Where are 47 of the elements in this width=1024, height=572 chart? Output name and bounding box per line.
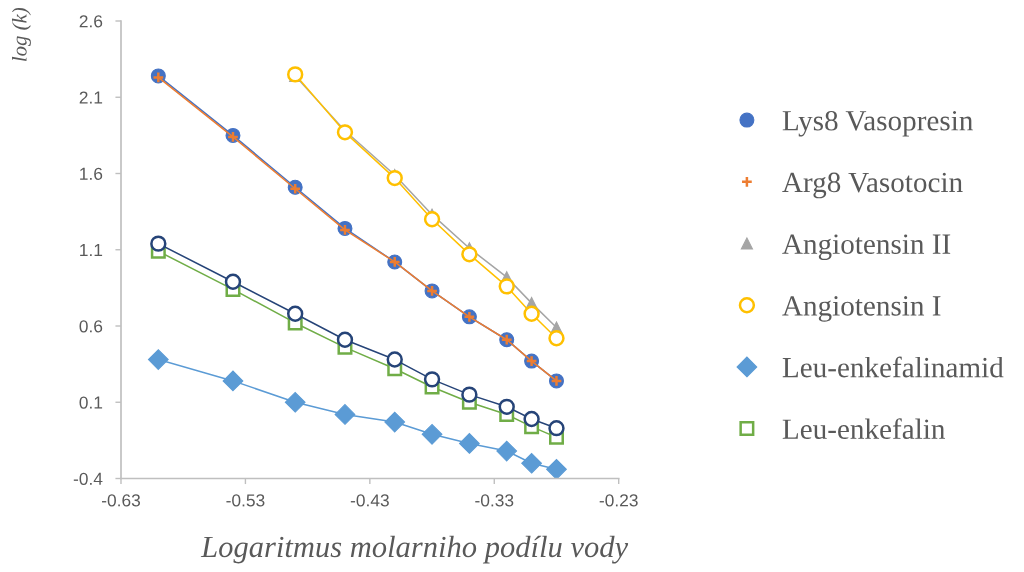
point	[336, 124, 354, 141]
point	[523, 305, 540, 322]
legend-label: Leu-enkefalin	[782, 418, 946, 440]
point	[147, 349, 169, 370]
x-tick-label: -0.43	[350, 494, 389, 507]
point	[461, 386, 478, 403]
legend-label: Arg8 Vasotocin	[782, 172, 963, 199]
point	[150, 235, 167, 252]
y-tick-label: 2.6	[79, 15, 103, 28]
legend-label: Leu-enkefalinamid	[782, 356, 1004, 378]
point	[224, 273, 242, 290]
point	[287, 305, 304, 322]
point	[523, 410, 540, 428]
x-axis-title: Logaritmus molarniho podílu vody	[200, 535, 629, 564]
point	[498, 398, 515, 416]
point	[461, 246, 478, 263]
legend-label: Angiotensin II	[782, 234, 951, 260]
point	[548, 419, 565, 437]
x-tick-label: -0.33	[475, 494, 514, 507]
y-tick-label: -0.4	[73, 472, 103, 485]
point	[546, 458, 567, 479]
point	[384, 411, 406, 433]
point	[421, 423, 443, 445]
y-tick-label: 1.1	[80, 244, 103, 257]
point	[334, 404, 356, 425]
y-tick-label: 2.1	[79, 91, 103, 104]
y-tick-label: 0.1	[79, 396, 103, 409]
legend-label: Angiotensin I	[782, 296, 941, 322]
point	[496, 440, 518, 462]
point	[284, 391, 306, 413]
point	[386, 351, 403, 368]
x-tick-label: -0.53	[226, 494, 265, 507]
point	[423, 211, 441, 228]
legend-label: Lys8 Vasopresin	[782, 110, 973, 137]
point	[222, 370, 244, 392]
y-axis-title: log (k)	[12, 7, 31, 62]
point	[498, 278, 515, 295]
point	[548, 330, 565, 347]
y-tick-label: 0.6	[79, 320, 103, 333]
point	[386, 169, 403, 187]
point	[423, 371, 441, 388]
x-tick-label: -0.23	[599, 494, 638, 507]
y-tick-label: 1.6	[80, 167, 103, 180]
point	[459, 433, 480, 454]
point	[336, 331, 354, 348]
point	[521, 452, 542, 474]
x-tick-label: -0.63	[101, 494, 141, 507]
